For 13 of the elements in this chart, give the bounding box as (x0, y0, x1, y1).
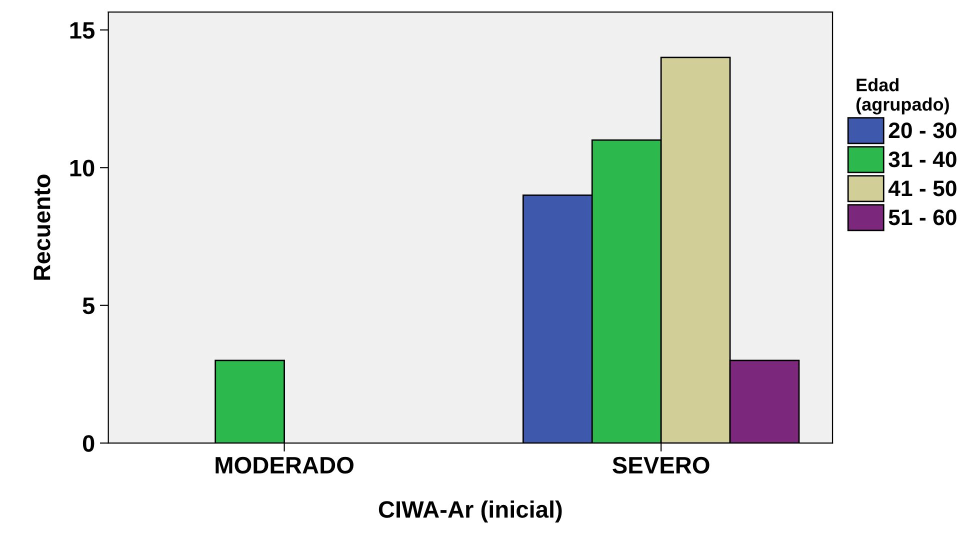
legend-label: 20 - 30 (888, 122, 956, 138)
x-tick-label: SEVERO (612, 456, 710, 474)
legend-label: 51 - 60 (888, 209, 956, 226)
x-tick-label: MODERADO (216, 456, 354, 474)
y-tick-label: 5 (82, 298, 94, 314)
x-axis-title: CIWA-Ar (inicial) (378, 500, 562, 523)
legend-label: 41 - 50 (888, 180, 956, 196)
y-axis-title: Recuento (34, 174, 50, 280)
y-tick-label: 0 (82, 435, 94, 452)
legend-title: Edad (agrupado) (856, 78, 949, 114)
y-tick-label: 15 (70, 22, 94, 39)
legend-label: 31 - 40 (888, 151, 956, 168)
y-tick-label: 10 (70, 160, 94, 176)
